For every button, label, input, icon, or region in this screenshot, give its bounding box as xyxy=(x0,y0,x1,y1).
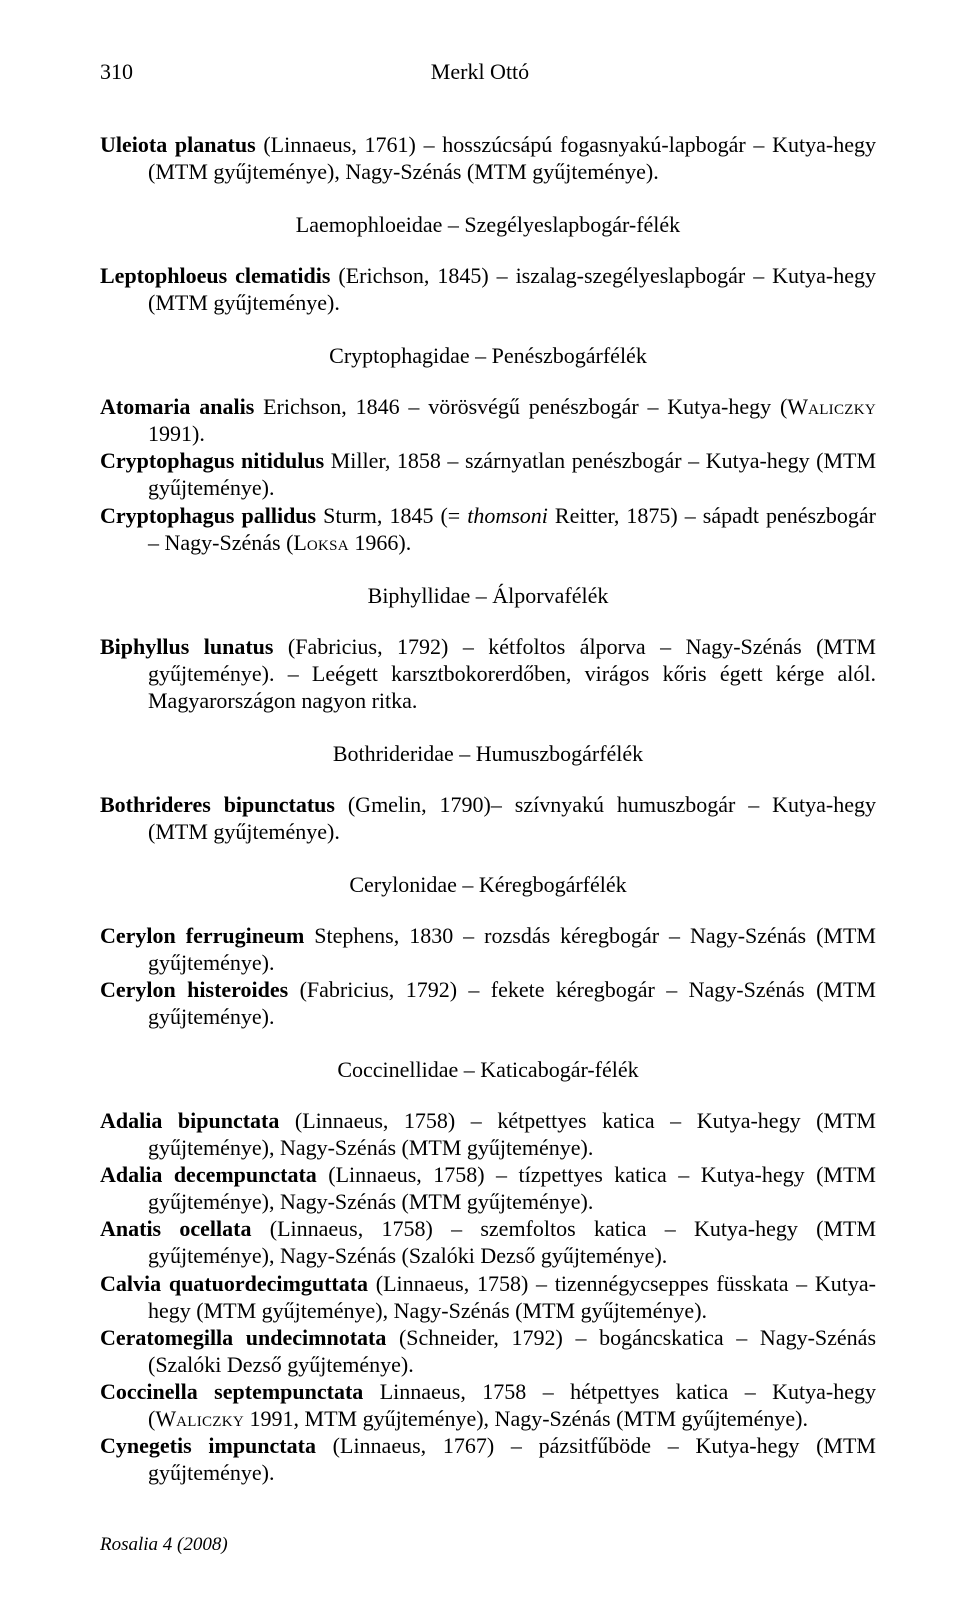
species-entry: Ceratomegilla undecimnotata (Schneider, … xyxy=(100,1324,876,1378)
family-heading: Laemophloeidae – Szegélyeslapbogár-félék xyxy=(100,211,876,238)
smallcaps-name: aliczky xyxy=(176,1406,244,1431)
page: 310 Merkl Ottó Uleiota planatus (Linnaeu… xyxy=(0,0,960,1598)
species-name: Biphyllus lunatus xyxy=(100,634,273,659)
family-heading: Coccinellidae – Katicabogár-félék xyxy=(100,1056,876,1083)
species-name: Cerylon ferrugineum xyxy=(100,923,304,948)
species-entry: Cerylon ferrugineum Stephens, 1830 – roz… xyxy=(100,922,876,976)
species-name: Cryptophagus nitidulus xyxy=(100,448,324,473)
family-heading: Bothrideridae – Humuszbogárfélék xyxy=(100,740,876,767)
species-name: Coccinella septempunctata xyxy=(100,1379,363,1404)
species-entry: Adalia bipunctata (Linnaeus, 1758) – két… xyxy=(100,1107,876,1161)
entry-text: Erichson, 1846 – vörösvégű penészbogár –… xyxy=(254,394,808,419)
species-entry: Cryptophagus pallidus Sturm, 1845 (= tho… xyxy=(100,502,876,556)
species-name: Anatis ocellata xyxy=(100,1216,251,1241)
species-entry: Adalia decempunctata (Linnaeus, 1758) – … xyxy=(100,1161,876,1215)
header-author: Merkl Ottó xyxy=(0,58,960,85)
smallcaps-name: aliczky xyxy=(808,394,876,419)
species-entry: Coccinella septempunctata Linnaeus, 1758… xyxy=(100,1378,876,1432)
entry-text: Sturm, 1845 (= xyxy=(316,503,467,528)
species-entry: Atomaria analis Erichson, 1846 – vörösvé… xyxy=(100,393,876,447)
species-name: Cynegetis impunctata xyxy=(100,1433,316,1458)
species-entry: Cryptophagus nitidulus Miller, 1858 – sz… xyxy=(100,447,876,501)
entry-text: (Linnaeus, 1758) – szemfoltos katica – K… xyxy=(148,1216,876,1268)
entry-text: 1991, MTM gyűjteménye), Nagy-Szénás (MTM… xyxy=(244,1406,808,1431)
species-entry: Leptophloeus clematidis (Erichson, 1845)… xyxy=(100,262,876,316)
species-entry: Bothrideres bipunctatus (Gmelin, 1790)– … xyxy=(100,791,876,845)
entry-text: 1991). xyxy=(148,421,205,446)
species-name: Cerylon histeroides xyxy=(100,977,288,1002)
entry-text: 1966). xyxy=(349,530,411,555)
species-name: Leptophloeus clematidis xyxy=(100,263,330,288)
species-name: Adalia bipunctata xyxy=(100,1108,279,1133)
species-entry: Anatis ocellata (Linnaeus, 1758) – szemf… xyxy=(100,1215,876,1269)
page-footer: Rosalia 4 (2008) xyxy=(100,1533,228,1556)
species-entry: Uleiota planatus (Linnaeus, 1761) – hoss… xyxy=(100,131,876,185)
species-name: Adalia decempunctata xyxy=(100,1162,317,1187)
species-name: Atomaria analis xyxy=(100,394,254,419)
family-heading: Biphyllidae – Álporvafélék xyxy=(100,582,876,609)
species-name: Calvia quatuordecimguttata xyxy=(100,1271,368,1296)
species-entry: Calvia quatuordecimguttata (Linnaeus, 17… xyxy=(100,1270,876,1324)
species-name: Cryptophagus pallidus xyxy=(100,503,316,528)
smallcaps-name: oksa xyxy=(307,530,349,555)
species-name: Bothrideres bipunctatus xyxy=(100,792,335,817)
species-name: Ceratomegilla undecimnotata xyxy=(100,1325,386,1350)
family-heading: Cryptophagidae – Penészbogárfélék xyxy=(100,342,876,369)
species-entry: Cynegetis impunctata (Linnaeus, 1767) – … xyxy=(100,1432,876,1486)
species-entry: Biphyllus lunatus (Fabricius, 1792) – ké… xyxy=(100,633,876,714)
italic-name: thomsoni xyxy=(467,503,548,528)
species-name: Uleiota planatus xyxy=(100,132,256,157)
entry-text: (Linnaeus, 1761) – hosszúcsápú fogasnyak… xyxy=(148,132,876,184)
species-entry: Cerylon histeroides (Fabricius, 1792) – … xyxy=(100,976,876,1030)
family-heading: Cerylonidae – Kéregbogárfélék xyxy=(100,871,876,898)
